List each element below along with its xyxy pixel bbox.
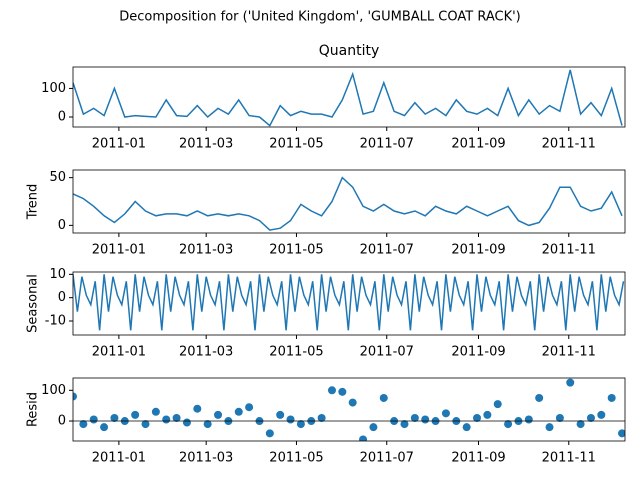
point <box>462 423 471 432</box>
point <box>245 403 254 412</box>
point <box>338 387 347 396</box>
point <box>131 410 140 419</box>
x-tick-label: 2011-11 <box>542 345 596 360</box>
figure-title: Decomposition for ('United Kingdom', 'GU… <box>119 10 521 25</box>
x-tick-label: 2011-01 <box>92 451 146 466</box>
x-tick-label: 2011-01 <box>92 345 146 360</box>
point <box>545 423 554 432</box>
x-tick-label: 2011-09 <box>451 243 505 258</box>
x-tick-label: 2011-09 <box>451 451 505 466</box>
y-axis-label: Resid <box>26 392 41 427</box>
point <box>379 393 388 402</box>
y-tick-label: 0 <box>58 110 66 125</box>
x-tick-label: 2011-11 <box>542 243 596 258</box>
point <box>141 420 150 429</box>
axes-frame <box>72 271 626 336</box>
point <box>524 415 533 424</box>
point <box>193 404 202 413</box>
y-tick-label: 10 <box>49 267 66 282</box>
axes-frame <box>72 377 626 442</box>
y-tick-label: 0 <box>58 218 66 233</box>
point <box>265 429 274 438</box>
point <box>214 410 223 419</box>
point <box>618 429 625 438</box>
line <box>73 176 623 231</box>
x-tick-label: 2011-01 <box>92 243 146 258</box>
x-tick-label: 2011-09 <box>451 137 505 152</box>
y-tick-label: 0 <box>58 290 66 305</box>
x-tick-label: 2011-11 <box>542 451 596 466</box>
y-tick-label: 100 <box>41 81 66 96</box>
point <box>110 413 119 422</box>
x-tick-label: 2011-11 <box>542 137 596 152</box>
point <box>369 423 378 432</box>
point <box>172 413 181 422</box>
y-axis-label: Trend <box>26 184 41 221</box>
x-tick-label: 2011-07 <box>360 243 414 258</box>
point <box>441 409 450 418</box>
point <box>162 415 171 424</box>
point <box>73 392 77 401</box>
point <box>410 413 419 422</box>
axes-frame <box>72 66 626 128</box>
point <box>348 398 357 407</box>
y-tick-label: -10 <box>45 314 66 329</box>
point <box>79 420 88 429</box>
point <box>182 418 191 427</box>
x-tick-label: 2011-07 <box>360 345 414 360</box>
point <box>576 420 585 429</box>
line <box>73 69 623 127</box>
point <box>566 378 575 387</box>
x-tick-label: 2011-01 <box>92 137 146 152</box>
point <box>286 415 295 424</box>
x-tick-label: 2011-05 <box>269 243 323 258</box>
point <box>151 407 160 416</box>
axes-frame <box>72 169 626 234</box>
point <box>327 386 336 395</box>
point <box>586 413 595 422</box>
point <box>597 410 606 419</box>
x-tick-label: 2011-09 <box>451 345 505 360</box>
point <box>400 420 409 429</box>
point <box>203 420 212 429</box>
point <box>493 400 502 409</box>
x-tick-label: 2011-03 <box>179 137 233 152</box>
y-tick-label: 50 <box>49 170 66 185</box>
x-tick-label: 2011-05 <box>269 345 323 360</box>
point <box>555 413 564 422</box>
y-tick-label: 0 <box>58 414 66 429</box>
point <box>276 410 285 419</box>
point <box>317 413 326 422</box>
point <box>234 407 243 416</box>
axes-title: Quantity <box>319 43 380 59</box>
point <box>504 420 513 429</box>
point <box>483 410 492 419</box>
x-tick-label: 2011-03 <box>179 345 233 360</box>
point <box>100 423 109 432</box>
x-tick-label: 2011-03 <box>179 451 233 466</box>
point <box>607 393 616 402</box>
x-tick-label: 2011-05 <box>269 137 323 152</box>
x-tick-label: 2011-07 <box>360 451 414 466</box>
x-tick-label: 2011-03 <box>179 243 233 258</box>
point <box>535 393 544 402</box>
y-axis-label: Seasonal <box>26 274 41 333</box>
x-tick-label: 2011-07 <box>360 137 414 152</box>
point <box>89 415 98 424</box>
point <box>421 415 430 424</box>
line <box>73 274 625 331</box>
x-tick-label: 2011-05 <box>269 451 323 466</box>
point <box>296 420 305 429</box>
point <box>473 413 482 422</box>
point <box>359 435 368 441</box>
y-tick-label: 100 <box>41 383 66 398</box>
